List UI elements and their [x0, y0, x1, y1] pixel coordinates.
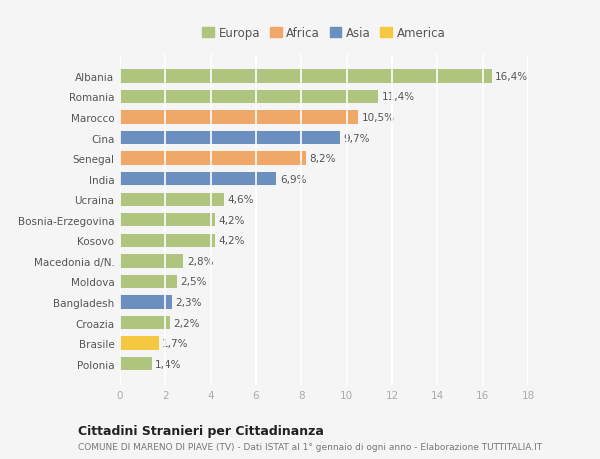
Bar [120, 316, 170, 330]
Text: 4,6%: 4,6% [227, 195, 254, 205]
Bar [120, 132, 340, 145]
Text: 10,5%: 10,5% [361, 113, 394, 123]
Text: 2,3%: 2,3% [176, 297, 202, 308]
Text: 16,4%: 16,4% [495, 72, 528, 82]
Text: 2,8%: 2,8% [187, 256, 214, 266]
Bar [120, 90, 379, 104]
Text: 9,7%: 9,7% [343, 133, 370, 143]
Text: 6,9%: 6,9% [280, 174, 306, 185]
Text: 1,7%: 1,7% [162, 338, 188, 348]
Bar [120, 255, 184, 268]
Bar [120, 152, 306, 165]
Bar [120, 193, 224, 207]
Text: 11,4%: 11,4% [382, 92, 415, 102]
Bar [120, 337, 158, 350]
Text: 4,2%: 4,2% [218, 215, 245, 225]
Bar [120, 213, 215, 227]
Bar [120, 357, 152, 370]
Text: 2,2%: 2,2% [173, 318, 200, 328]
Text: Cittadini Stranieri per Cittadinanza: Cittadini Stranieri per Cittadinanza [78, 425, 324, 437]
Text: 1,4%: 1,4% [155, 359, 182, 369]
Bar [120, 234, 215, 247]
Text: COMUNE DI MARENO DI PIAVE (TV) - Dati ISTAT al 1° gennaio di ogni anno - Elabora: COMUNE DI MARENO DI PIAVE (TV) - Dati IS… [78, 442, 542, 451]
Text: 8,2%: 8,2% [309, 154, 336, 164]
Text: 4,2%: 4,2% [218, 236, 245, 246]
Bar [120, 111, 358, 124]
Bar [120, 173, 277, 186]
Bar [120, 275, 176, 289]
Legend: Europa, Africa, Asia, America: Europa, Africa, Asia, America [200, 25, 448, 42]
Text: 2,5%: 2,5% [180, 277, 206, 287]
Bar [120, 296, 172, 309]
Bar [120, 70, 492, 84]
